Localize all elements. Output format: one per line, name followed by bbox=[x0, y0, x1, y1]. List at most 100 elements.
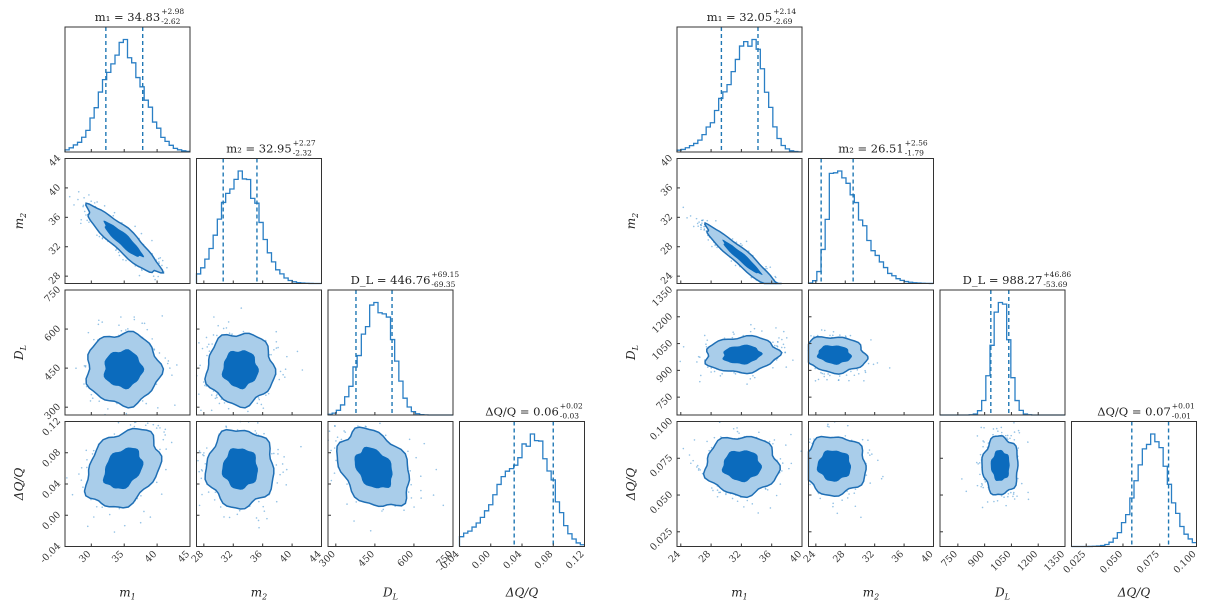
sample-point bbox=[346, 483, 348, 485]
sample-point bbox=[696, 222, 699, 225]
sample-point bbox=[698, 221, 700, 223]
sample-point bbox=[257, 397, 260, 399]
sample-point bbox=[699, 380, 701, 383]
sample-point bbox=[775, 327, 777, 329]
sample-point bbox=[716, 246, 718, 249]
sample-point bbox=[82, 204, 85, 207]
sample-point bbox=[133, 425, 136, 428]
sample-point bbox=[118, 254, 121, 257]
x-tick-label: 35 bbox=[110, 549, 126, 565]
histogram-DL bbox=[327, 301, 453, 416]
sample-point bbox=[118, 324, 120, 326]
x-tick-label: 0.100 bbox=[1172, 549, 1199, 576]
sample-point bbox=[715, 220, 717, 222]
x-axis-label-DL: DL bbox=[994, 586, 1010, 602]
sample-point bbox=[1013, 431, 1016, 433]
sample-point bbox=[92, 449, 95, 452]
panel-frame bbox=[196, 289, 322, 416]
sample-point bbox=[225, 327, 228, 329]
sample-point bbox=[733, 371, 735, 374]
sample-point bbox=[159, 448, 161, 451]
sample-point bbox=[75, 367, 77, 369]
sample-point bbox=[171, 374, 173, 376]
sample-point bbox=[739, 242, 742, 245]
sample-point bbox=[692, 225, 695, 228]
sample-point bbox=[127, 328, 129, 330]
sample-point bbox=[813, 335, 815, 338]
sample-point bbox=[155, 481, 158, 484]
sample-point bbox=[216, 393, 218, 396]
sample-point bbox=[198, 342, 200, 344]
y-tick-label: 32 bbox=[47, 241, 63, 257]
sample-point bbox=[732, 427, 735, 430]
sample-point bbox=[772, 341, 774, 343]
x-tick-label: 0.050 bbox=[1098, 549, 1125, 576]
sample-point bbox=[785, 366, 788, 368]
sample-point bbox=[340, 438, 343, 441]
sample-point bbox=[125, 412, 128, 415]
sample-point bbox=[66, 477, 68, 479]
x-tick-label: 1050 bbox=[989, 549, 1014, 574]
corner-plot-left: m₁ = 34.83 +2.98-2.62 28 32 36 40 44 m₂ = 32.95… bbox=[12, 7, 587, 602]
sample-point bbox=[1013, 498, 1016, 500]
sample-point bbox=[781, 462, 784, 464]
sample-point bbox=[231, 333, 233, 335]
contour-inner bbox=[103, 349, 145, 390]
sample-point bbox=[708, 449, 710, 452]
hist-panel-DL: D_L = 446.76 +69.15-69.35 bbox=[327, 270, 459, 416]
sample-point bbox=[731, 238, 734, 240]
sample-point bbox=[693, 439, 696, 441]
sample-point bbox=[696, 464, 699, 467]
sample-point bbox=[149, 516, 152, 518]
sample-point bbox=[823, 329, 826, 332]
x-tick-label: 40 bbox=[278, 549, 294, 565]
contour-inner bbox=[721, 450, 762, 483]
title-minus-m2: -1.79 bbox=[905, 149, 924, 158]
sample-point bbox=[286, 355, 288, 358]
scatter-panel-DL-dQ: 300 450 600 750 bbox=[317, 421, 455, 569]
sample-point bbox=[273, 348, 275, 351]
sample-point bbox=[263, 432, 265, 435]
scatter-panel-m1-dQ: 30 35 40 45-0.040.000.040.080.12 bbox=[38, 416, 192, 566]
sample-point bbox=[92, 516, 95, 518]
subscript: L bbox=[19, 345, 28, 351]
sample-point bbox=[736, 430, 739, 433]
sample-point bbox=[301, 369, 304, 371]
sample-point bbox=[738, 432, 740, 434]
sample-point bbox=[823, 375, 826, 378]
x-tick-label: 24 bbox=[802, 549, 818, 565]
sample-point bbox=[829, 374, 831, 377]
sample-point bbox=[870, 339, 872, 341]
sample-point bbox=[713, 436, 716, 439]
sample-point bbox=[208, 350, 211, 352]
sample-point bbox=[838, 375, 841, 377]
sample-point bbox=[419, 475, 422, 478]
sample-point bbox=[982, 445, 984, 448]
subscript: L bbox=[392, 593, 398, 602]
sample-point bbox=[157, 424, 160, 427]
sample-point bbox=[699, 469, 701, 471]
panel-frame bbox=[64, 289, 191, 416]
sample-point bbox=[823, 373, 825, 375]
x-tick-label: 36 bbox=[757, 549, 773, 565]
sample-point bbox=[152, 423, 155, 426]
sample-point bbox=[975, 461, 978, 464]
sample-point bbox=[792, 359, 794, 361]
sample-point bbox=[779, 458, 782, 460]
sample-point bbox=[161, 259, 164, 262]
sample-point bbox=[810, 334, 812, 337]
sample-point bbox=[158, 262, 160, 265]
sample-point bbox=[213, 316, 215, 318]
sample-point bbox=[711, 245, 713, 248]
sample-point bbox=[333, 472, 336, 474]
sample-point bbox=[848, 379, 850, 382]
sample-point bbox=[344, 431, 347, 433]
panel-frame bbox=[808, 158, 934, 284]
sample-point bbox=[198, 504, 201, 507]
sample-point bbox=[820, 329, 823, 331]
sample-point bbox=[832, 505, 834, 508]
sample-point bbox=[809, 483, 811, 486]
sample-point bbox=[197, 459, 199, 462]
sample-point bbox=[199, 364, 201, 367]
